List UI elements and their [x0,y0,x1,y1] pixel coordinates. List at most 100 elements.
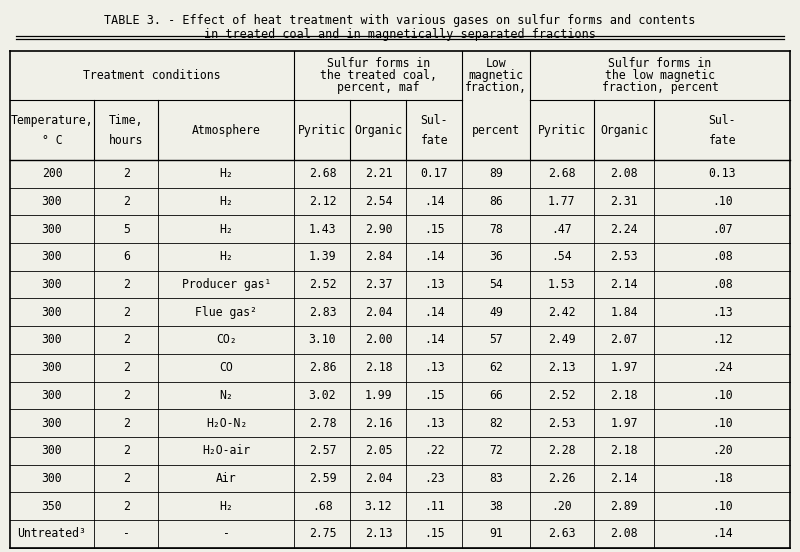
Text: in treated coal and in magnetically separated fractions: in treated coal and in magnetically sepa… [204,28,596,41]
Text: 2.89: 2.89 [610,500,638,513]
Text: percent: percent [472,124,520,137]
Text: 300: 300 [42,333,62,347]
Text: 49: 49 [489,306,503,319]
Text: .15: .15 [424,527,445,540]
Text: 2: 2 [123,167,130,181]
Text: ° C: ° C [42,134,62,147]
Text: 1.39: 1.39 [309,251,336,263]
Text: 2.08: 2.08 [610,527,638,540]
Text: .10: .10 [712,500,733,513]
Text: 350: 350 [42,500,62,513]
Text: .14: .14 [424,195,445,208]
Text: TABLE 3. - Effect of heat treatment with various gases on sulfur forms and conte: TABLE 3. - Effect of heat treatment with… [104,14,696,27]
Text: 300: 300 [42,444,62,457]
Text: .10: .10 [712,417,733,429]
Text: 2.84: 2.84 [365,251,392,263]
Text: .14: .14 [424,251,445,263]
Text: 2.00: 2.00 [365,333,392,347]
Text: Atmosphere: Atmosphere [192,124,261,137]
Text: Low: Low [486,57,506,70]
Text: 2.68: 2.68 [309,167,336,181]
Text: 86: 86 [489,195,503,208]
Text: Air: Air [216,472,237,485]
Text: .13: .13 [424,417,445,429]
Text: Producer gas¹: Producer gas¹ [182,278,271,291]
Text: .24: .24 [712,361,733,374]
Text: 2.68: 2.68 [548,167,575,181]
Text: H₂: H₂ [219,167,234,181]
Text: 2.16: 2.16 [365,417,392,429]
Text: .23: .23 [424,472,445,485]
Text: Time,: Time, [110,114,143,127]
Text: 2: 2 [123,389,130,402]
Text: -: - [223,527,230,540]
Text: CO₂: CO₂ [216,333,237,347]
Text: Sul-: Sul- [421,114,448,127]
Text: 2.04: 2.04 [365,306,392,319]
Text: 89: 89 [489,167,503,181]
Text: 300: 300 [42,278,62,291]
Text: Flue gas²: Flue gas² [195,306,258,319]
Text: .22: .22 [424,444,445,457]
Text: 300: 300 [42,251,62,263]
Text: fraction, percent: fraction, percent [602,81,718,94]
Text: 300: 300 [42,361,62,374]
Text: .68: .68 [312,500,333,513]
Text: .20: .20 [712,444,733,457]
Text: percent, maf: percent, maf [337,81,420,94]
Text: 2: 2 [123,417,130,429]
Text: .11: .11 [424,500,445,513]
Text: 1.97: 1.97 [610,361,638,374]
Text: Sulfur forms in: Sulfur forms in [327,57,430,70]
Text: 2: 2 [123,500,130,513]
Text: 57: 57 [489,333,503,347]
Text: 2.12: 2.12 [309,195,336,208]
Text: 2.49: 2.49 [548,333,575,347]
Text: Sulfur forms in: Sulfur forms in [609,57,711,70]
Text: the treated coal,: the treated coal, [320,69,437,82]
Text: 62: 62 [489,361,503,374]
Text: hours: hours [110,134,143,147]
Text: 1.84: 1.84 [610,306,638,319]
Text: 6: 6 [123,251,130,263]
Text: 1.97: 1.97 [610,417,638,429]
Text: Sul-: Sul- [709,114,736,127]
Text: 300: 300 [42,223,62,236]
Text: .08: .08 [712,251,733,263]
Text: 1.99: 1.99 [365,389,392,402]
Text: 66: 66 [489,389,503,402]
Text: Untreated³: Untreated³ [18,527,86,540]
Text: the low magnetic: the low magnetic [605,69,715,82]
Text: 2.24: 2.24 [610,223,638,236]
Text: .54: .54 [551,251,572,263]
Text: 2.37: 2.37 [365,278,392,291]
Text: .14: .14 [424,306,445,319]
Text: 2.04: 2.04 [365,472,392,485]
Text: Pyritic: Pyritic [538,124,586,137]
Text: 1.53: 1.53 [548,278,575,291]
Text: H₂: H₂ [219,500,234,513]
Text: .20: .20 [551,500,572,513]
Text: 2: 2 [123,195,130,208]
Text: H₂O-N₂: H₂O-N₂ [206,417,247,429]
Text: 2.42: 2.42 [548,306,575,319]
Text: 2.18: 2.18 [610,444,638,457]
Text: 2.28: 2.28 [548,444,575,457]
Text: 83: 83 [489,472,503,485]
Text: 2.26: 2.26 [548,472,575,485]
Text: 2: 2 [123,333,130,347]
Text: 72: 72 [489,444,503,457]
Text: 0.13: 0.13 [709,167,736,181]
Text: 2.08: 2.08 [610,167,638,181]
Text: .10: .10 [712,389,733,402]
Text: 2.86: 2.86 [309,361,336,374]
Text: 2.13: 2.13 [548,361,575,374]
Text: 5: 5 [123,223,130,236]
Text: 2: 2 [123,472,130,485]
Text: 1.43: 1.43 [309,223,336,236]
Text: magnetic: magnetic [469,69,523,82]
Text: 300: 300 [42,195,62,208]
Text: 2.14: 2.14 [610,472,638,485]
Text: 2.83: 2.83 [309,306,336,319]
Text: 54: 54 [489,278,503,291]
